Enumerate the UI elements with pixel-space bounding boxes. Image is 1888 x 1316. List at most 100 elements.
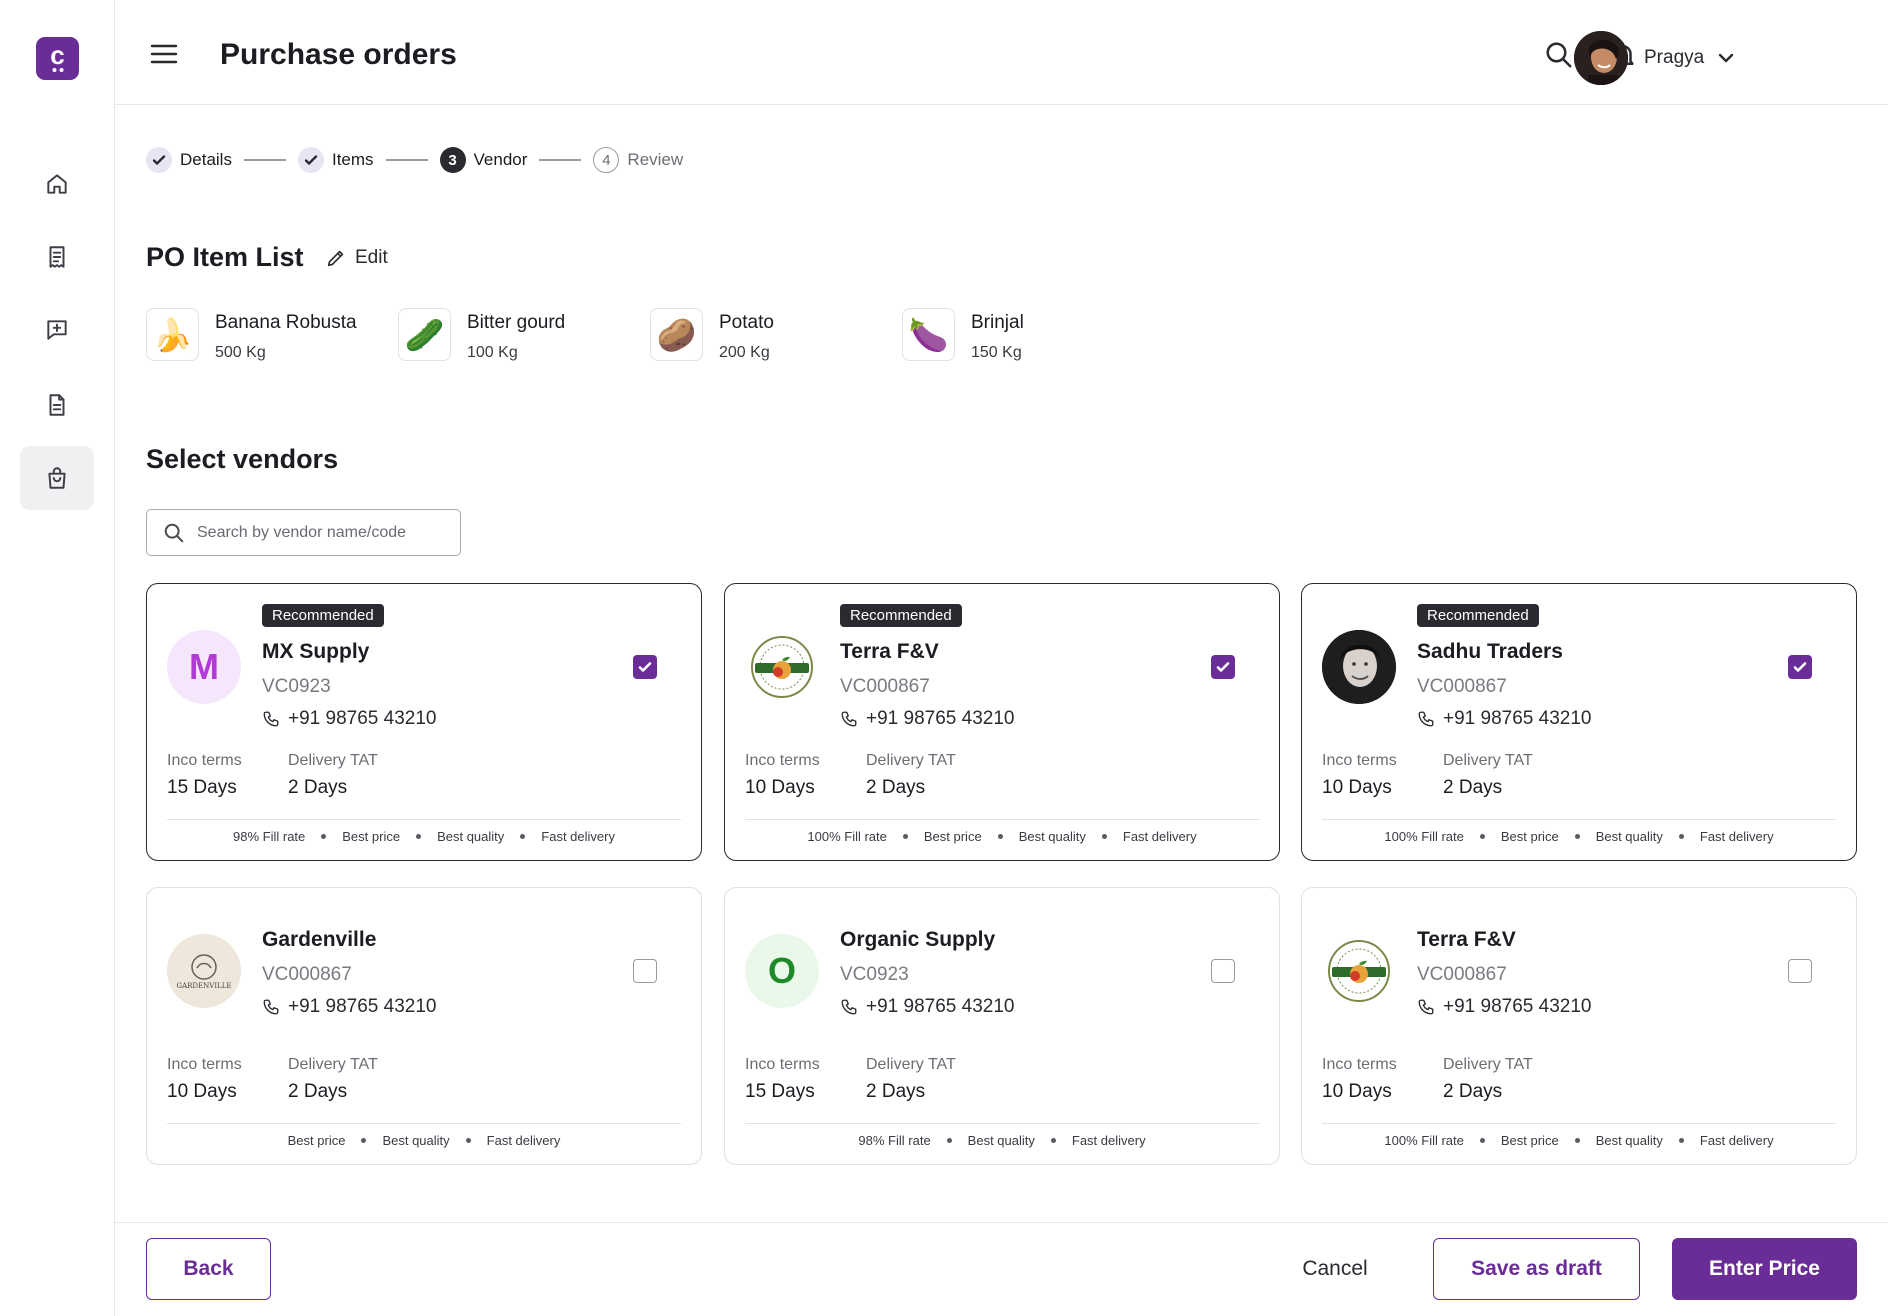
vendor-checkbox[interactable] — [1788, 959, 1812, 983]
enter-price-button[interactable]: Enter Price — [1672, 1238, 1857, 1300]
sidebar-item-documents[interactable] — [20, 373, 94, 437]
vendor-card[interactable]: Recommended Terra F&V VC000867 +91 98765… — [724, 583, 1280, 861]
tag: Best quality — [967, 1133, 1035, 1148]
vendor-card[interactable]: Terra F&V VC000867 +91 98765 43210 Inco … — [1301, 887, 1857, 1165]
vendor-phone-number: +91 98765 43210 — [1443, 708, 1592, 729]
menu-button[interactable] — [149, 42, 179, 66]
phone-icon — [263, 999, 279, 1015]
step-label: Vendor — [473, 150, 528, 169]
pencil-icon — [327, 250, 344, 267]
tag: 100% Fill rate — [807, 829, 887, 844]
user-name[interactable]: Pragya — [1644, 47, 1705, 68]
tag: Best quality — [382, 1133, 450, 1148]
vendor-phone: +91 98765 43210 — [262, 996, 436, 1018]
vendor-checkbox[interactable] — [633, 655, 657, 679]
home-icon — [47, 174, 67, 194]
inco-terms-label: Inco terms — [745, 752, 820, 769]
item-quantity: 500 Kg — [215, 344, 266, 361]
vendor-name: Terra F&V — [1417, 928, 1516, 951]
user-menu-toggle[interactable] — [1716, 48, 1736, 68]
vendor-code: VC0923 — [840, 964, 909, 985]
brinjal-icon: 🍆 — [902, 308, 955, 361]
tag: Fast delivery — [486, 1133, 561, 1148]
vendor-name: Sadhu Traders — [1417, 640, 1563, 663]
tag: Fast delivery — [1699, 829, 1774, 844]
check-icon — [1793, 662, 1807, 672]
edit-items-button[interactable]: Edit — [325, 247, 388, 269]
delivery-tat-label: Delivery TAT — [1443, 752, 1533, 769]
sidebar: c — [0, 0, 115, 1316]
inco-terms-value: 15 Days — [745, 1081, 815, 1102]
app-logo[interactable]: c — [36, 37, 79, 80]
tag: Best price — [342, 829, 401, 844]
user-avatar[interactable] — [1574, 31, 1628, 85]
inco-terms-value: 10 Days — [1322, 1081, 1392, 1102]
step-done-marker — [297, 147, 324, 173]
sidebar-item-receipts[interactable] — [20, 225, 94, 289]
cancel-button[interactable]: Cancel — [1275, 1238, 1395, 1300]
tag: Best price — [1500, 829, 1559, 844]
delivery-tat-label: Delivery TAT — [288, 1056, 378, 1073]
back-button[interactable]: Back — [146, 1238, 271, 1300]
vendor-checkbox[interactable] — [1211, 959, 1235, 983]
tag: Fast delivery — [1122, 829, 1197, 844]
vendor-phone: +91 98765 43210 — [1417, 996, 1591, 1018]
vendor-tags: 100% Fill rate Best price Best quality F… — [725, 829, 1279, 844]
inco-terms-value: 10 Days — [745, 777, 815, 798]
vendor-checkbox[interactable] — [1211, 655, 1235, 679]
delivery-tat-value: 2 Days — [1443, 1081, 1503, 1102]
vendor-tags: Best price Best quality Fast delivery — [147, 1133, 701, 1148]
banana-icon: 🍌 — [146, 308, 199, 361]
logo-letter: c — [50, 39, 65, 70]
delivery-tat-value: 2 Days — [866, 1081, 926, 1102]
vendor-card[interactable]: Recommended M MX Supply VC0923 +91 98765… — [146, 583, 702, 861]
step-number: 4 — [593, 147, 620, 173]
recommended-badge: Recommended — [840, 604, 962, 627]
step-details[interactable]: Details — [146, 147, 232, 173]
stepper: Details Items 3 Vendor 4 Review — [146, 146, 683, 174]
footer-bar: Back Cancel Save as draft Enter Price — [115, 1222, 1888, 1316]
vendor-search-input[interactable] — [197, 523, 437, 542]
vendor-card[interactable]: GARDENVILLE Gardenville VC000867 +91 987… — [146, 887, 702, 1165]
item-quantity: 200 Kg — [719, 344, 770, 361]
step-vendor[interactable]: 3 Vendor — [439, 147, 528, 173]
vendor-avatar: M — [167, 630, 241, 704]
po-item: 🥒 Bitter gourd 100 Kg — [398, 308, 650, 362]
delivery-tat-label: Delivery TAT — [288, 752, 378, 769]
card-divider — [745, 819, 1259, 820]
vendor-checkbox[interactable] — [633, 959, 657, 983]
vendor-phone: +91 98765 43210 — [1417, 708, 1591, 730]
delivery-tat-value: 2 Days — [1443, 777, 1503, 798]
vendor-phone-number: +91 98765 43210 — [288, 708, 437, 729]
inco-terms-label: Inco terms — [167, 752, 242, 769]
check-icon — [152, 155, 166, 165]
item-name: Bitter gourd — [467, 312, 566, 333]
vendor-name: Organic Supply — [840, 928, 996, 951]
vendor-checkbox[interactable] — [1788, 655, 1812, 679]
vendor-search[interactable] — [146, 509, 461, 556]
inco-terms-label: Inco terms — [1322, 1056, 1397, 1073]
vendor-code: VC0923 — [262, 676, 331, 697]
card-divider — [745, 1123, 1259, 1124]
save-draft-button[interactable]: Save as draft — [1433, 1238, 1640, 1300]
step-review[interactable]: 4 Review — [593, 147, 683, 173]
step-items[interactable]: Items — [297, 147, 374, 173]
document-icon — [49, 394, 65, 416]
vendor-card[interactable]: Recommended Sadhu Traders VC000867 +91 9… — [1301, 583, 1857, 861]
sidebar-item-messages[interactable] — [20, 298, 94, 362]
vendor-photo-avatar — [1322, 630, 1396, 704]
tag: Best quality — [437, 829, 505, 844]
terra-logo-icon — [1322, 934, 1396, 1008]
sidebar-item-purchase-orders[interactable] — [20, 446, 94, 510]
inco-terms-label: Inco terms — [745, 1056, 820, 1073]
vendor-card[interactable]: O Organic Supply VC0923 +91 98765 43210 … — [724, 887, 1280, 1165]
tag: 100% Fill rate — [1384, 829, 1464, 844]
vendor-phone: +91 98765 43210 — [840, 996, 1014, 1018]
terra-logo-icon — [745, 630, 819, 704]
select-vendors-title: Select vendors — [146, 444, 339, 474]
search-button[interactable] — [1544, 40, 1574, 70]
vendor-phone-number: +91 98765 43210 — [866, 708, 1015, 729]
delivery-tat-value: 2 Days — [288, 1081, 348, 1102]
check-icon — [1216, 662, 1230, 672]
sidebar-item-home[interactable] — [20, 152, 94, 216]
